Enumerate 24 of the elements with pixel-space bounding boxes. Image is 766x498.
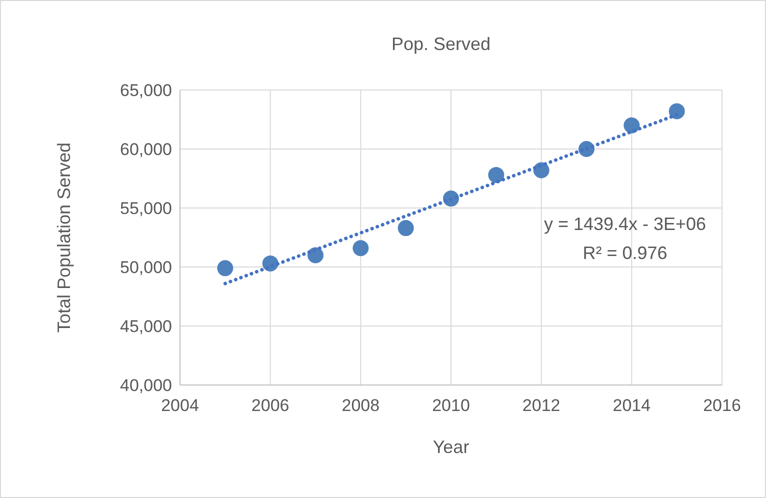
x-tick-label: 2016 [703,396,741,415]
point [398,220,414,236]
y-tick-label: 60,000 [120,140,172,159]
y-tick-label: 65,000 [120,80,172,100]
y-tick-label: 45,000 [120,316,172,336]
y-tick-label: 55,000 [120,198,172,218]
annotation: R² = 0.976 [582,243,668,263]
x-axis-title: Year [432,437,470,457]
x-tick-label: 2004 [161,396,199,415]
point [668,103,685,120]
point [488,166,504,183]
x-tick-label: 2008 [342,396,380,415]
x-tick-label: 2010 [432,396,470,415]
y-tick-label: 50,000 [120,258,172,277]
y-axis-title: Total Population Served [54,142,74,333]
point [624,117,640,134]
x-tick-label: 2006 [251,396,290,415]
annotation: y = 1439.4x - 3E+06 [544,214,706,234]
point [217,260,234,276]
chart-title: Pop. Served [391,34,491,54]
y-tick-label: 40,000 [120,376,172,395]
point [352,240,369,256]
x-tick-label: 2012 [522,396,560,415]
x-tick-label: 2014 [612,396,651,415]
